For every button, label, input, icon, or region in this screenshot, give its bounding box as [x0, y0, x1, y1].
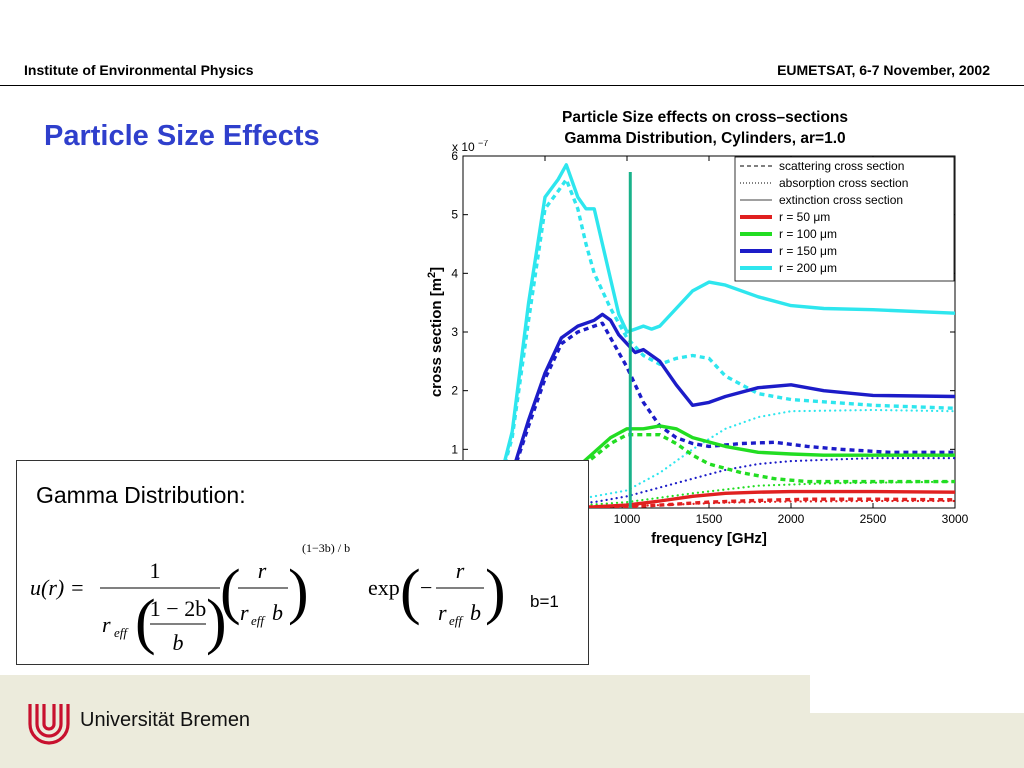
- b-value-label: b=1: [530, 592, 559, 611]
- formula-paren-left-2: (: [220, 558, 241, 626]
- formula-heading: Gamma Distribution:: [36, 482, 246, 508]
- legend-entry-label: r = 50 μm: [779, 210, 830, 224]
- formula-lhs: u(r) =: [30, 575, 85, 600]
- y-tick-label: 3: [451, 325, 458, 339]
- x-axis-label: frequency [GHz]: [651, 530, 767, 547]
- formula-paren-right: ): [206, 588, 227, 656]
- chart-subtitle: Gamma Distribution, Cylinders, ar=1.0: [564, 130, 846, 147]
- x-tick-label: 2500: [860, 512, 887, 526]
- footer-band: [0, 675, 810, 768]
- formula-reff-sub-3: eff: [449, 613, 464, 628]
- formula-paren-left-3: (: [400, 558, 421, 626]
- formula-r-num: r: [258, 558, 267, 583]
- formula-r-num-3: r: [456, 558, 465, 583]
- formula-reff: r: [102, 612, 111, 637]
- y-tick-label: 6: [451, 149, 458, 163]
- y-tick-label: 4: [451, 266, 458, 280]
- legend-entry-label: r = 200 μm: [779, 261, 837, 275]
- university-logo-icon: [28, 704, 70, 745]
- x-tick-label: 2000: [778, 512, 805, 526]
- y-tick-label: 1: [451, 442, 458, 456]
- series-line-scattering: [478, 177, 955, 508]
- legend-entry-label: r = 100 μm: [779, 227, 837, 241]
- formula-numerator-one: 1: [150, 558, 161, 583]
- gamma-distribution-formula: u(r) = 1 r eff ( 1 − 2b b ) ( r r eff b …: [30, 541, 506, 656]
- x-tick-label: 3000: [942, 512, 969, 526]
- x-tick-label: 1000: [614, 512, 641, 526]
- y-axis-label: cross section [m2]: [426, 267, 445, 397]
- series-line-absorption: [478, 499, 955, 508]
- series-line-scattering: [478, 321, 955, 508]
- series-line-extinction: [477, 163, 955, 508]
- legend-entry-label: absorption cross section: [779, 176, 908, 190]
- slide-title: Particle Size Effects: [44, 120, 320, 152]
- series-line-scattering: [479, 497, 955, 508]
- formula-reff-sub: eff: [114, 625, 129, 640]
- formula-reff-2: r: [240, 600, 249, 625]
- cross-section-chart: 0500100015002000250030000123456x 10 −7fr…: [426, 140, 969, 547]
- university-name: Universität Bremen: [80, 709, 251, 731]
- formula-one-minus-2b: 1 − 2b: [150, 596, 206, 621]
- formula-b-2: b: [272, 600, 283, 625]
- formula-box: [16, 460, 589, 665]
- legend-entry-label: extinction cross section: [779, 193, 903, 207]
- formula-exp: exp: [368, 575, 400, 600]
- y-tick-label: 2: [451, 384, 458, 398]
- formula-b-denominator: b: [173, 630, 184, 655]
- formula-paren-right-3: ): [485, 558, 506, 626]
- legend-entry-label: scattering cross section: [779, 159, 904, 173]
- footer-band-right: [810, 713, 1024, 768]
- formula-paren-right-2: ): [288, 558, 309, 626]
- header-institute: Institute of Environmental Physics: [24, 62, 254, 78]
- y-tick-label: 5: [451, 208, 458, 222]
- chart-title: Particle Size effects on cross–sections: [561, 109, 849, 126]
- y-multiplier-label: x 10 −7: [452, 140, 488, 154]
- chart-title-block: Particle Size effects on cross–sections …: [470, 107, 940, 149]
- header-divider: [0, 85, 1024, 86]
- formula-reff-sub-2: eff: [251, 613, 266, 628]
- formula-reff-3: r: [438, 600, 447, 625]
- formula-b-3: b: [470, 600, 481, 625]
- legend-entry-label: r = 150 μm: [779, 244, 837, 258]
- formula-paren-left: (: [135, 588, 156, 656]
- formula-exponent: (1−3b) / b: [302, 541, 350, 555]
- formula-minus: −: [420, 575, 432, 600]
- header-event: EUMETSAT, 6-7 November, 2002: [777, 62, 990, 78]
- x-tick-label: 1500: [696, 512, 723, 526]
